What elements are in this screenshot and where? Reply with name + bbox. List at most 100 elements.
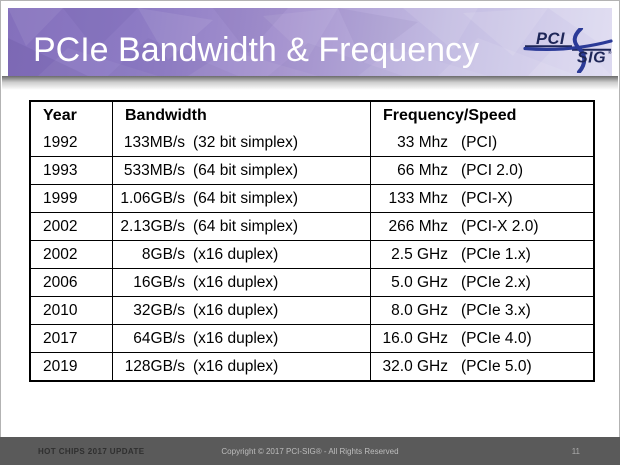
frequency-cell: 32.0 GHz (PCIe 5.0)	[371, 353, 593, 380]
table-row: 2006 16GB/s (x16 duplex) 5.0 GHz (PCIe 2…	[31, 268, 593, 296]
frequency-value: 133 Mhz	[388, 189, 448, 207]
pci-sig-swoosh-vertical-icon	[572, 28, 587, 73]
logo-pci-text: PCI	[536, 30, 565, 48]
bandwidth-value: 16GB/s	[133, 273, 185, 291]
year-value: 1993	[43, 161, 78, 179]
table-row: 1992 133MB/s (32 bit simplex) 33 Mhz (PC…	[31, 129, 593, 156]
column-header-year: Year	[31, 102, 113, 129]
header-banner: PCIe Bandwidth & Frequency PCI SIG ®	[8, 8, 613, 76]
year-value: 2017	[43, 329, 78, 347]
table-header-row: Year Bandwidth Frequency/Speed	[31, 102, 593, 129]
table-row: 2002 8GB/s (x16 duplex) 2.5 GHz (PCIe 1.…	[31, 240, 593, 268]
frequency-cell: 33 Mhz (PCI)	[371, 129, 593, 156]
year-cell: 1993	[31, 157, 113, 184]
header-polygon-texture	[8, 8, 612, 76]
page-number: 11	[571, 446, 580, 456]
bandwidth-note: (32 bit simplex)	[193, 133, 299, 151]
pci-sig-logo: PCI SIG ®	[523, 28, 613, 73]
year-cell: 2019	[31, 353, 113, 380]
year-value: 2010	[43, 301, 78, 319]
bandwidth-note: (64 bit simplex)	[193, 161, 299, 179]
bandwidth-cell: 64GB/s (x16 duplex)	[113, 325, 371, 352]
frequency-value: 5.0 GHz	[391, 273, 448, 291]
frequency-value: 33 Mhz	[397, 133, 448, 151]
page-title: PCIe Bandwidth & Frequency	[33, 31, 480, 69]
year-value: 1992	[43, 133, 78, 151]
frequency-value: 8.0 GHz	[391, 301, 448, 319]
year-value: 2002	[43, 245, 78, 263]
bandwidth-cell: 128GB/s (x16 duplex)	[113, 353, 371, 380]
bandwidth-cell: 8GB/s (x16 duplex)	[113, 241, 371, 268]
year-cell: 2017	[31, 325, 113, 352]
year-value: 2002	[43, 217, 78, 235]
bandwidth-note: (64 bit simplex)	[193, 217, 299, 235]
frequency-cell: 2.5 GHz (PCIe 1.x)	[371, 241, 593, 268]
year-value: 2006	[43, 273, 78, 291]
year-cell: 2002	[31, 241, 113, 268]
frequency-cell: 66 Mhz (PCI 2.0)	[371, 157, 593, 184]
bandwidth-value: 133MB/s	[123, 133, 185, 151]
frequency-cell: 266 Mhz (PCI-X 2.0)	[371, 213, 593, 240]
frequency-cell: 5.0 GHz (PCIe 2.x)	[371, 269, 593, 296]
bandwidth-cell: 133MB/s (32 bit simplex)	[113, 129, 371, 156]
frequency-note: (PCI 2.0)	[461, 161, 524, 179]
year-cell: 2006	[31, 269, 113, 296]
bandwidth-value: 64GB/s	[133, 329, 185, 347]
year-value: 2019	[43, 357, 78, 375]
frequency-cell: 8.0 GHz (PCIe 3.x)	[371, 297, 593, 324]
logo-sig-text: SIG	[577, 50, 606, 67]
bandwidth-table: Year Bandwidth Frequency/Speed 1992 133M…	[29, 100, 595, 382]
bandwidth-value: 32GB/s	[133, 301, 185, 319]
table-row: 1999 1.06GB/s (64 bit simplex) 133 Mhz (…	[31, 184, 593, 212]
column-header-bandwidth: Bandwidth	[113, 102, 371, 129]
frequency-value: 16.0 GHz	[382, 329, 448, 347]
frequency-value: 32.0 GHz	[382, 357, 448, 375]
header-shadow	[2, 76, 618, 90]
frequency-note: (PCIe 2.x)	[461, 273, 531, 291]
year-cell: 1992	[31, 129, 113, 156]
bandwidth-cell: 32GB/s (x16 duplex)	[113, 297, 371, 324]
table-row: 2019 128GB/s (x16 duplex) 32.0 GHz (PCIe…	[31, 352, 593, 380]
year-cell: 2010	[31, 297, 113, 324]
table-row: 2010 32GB/s (x16 duplex) 8.0 GHz (PCIe 3…	[31, 296, 593, 324]
bandwidth-value: 1.06GB/s	[120, 189, 185, 207]
frequency-note: (PCIe 1.x)	[461, 245, 531, 263]
frequency-cell: 16.0 GHz (PCIe 4.0)	[371, 325, 593, 352]
bandwidth-note: (64 bit simplex)	[193, 189, 299, 207]
year-value: 1999	[43, 189, 78, 207]
bandwidth-cell: 16GB/s (x16 duplex)	[113, 269, 371, 296]
table-row: 2002 2.13GB/s (64 bit simplex) 266 Mhz (…	[31, 212, 593, 240]
column-header-frequency-speed: Frequency/Speed	[383, 106, 517, 124]
frequency-value: 266 Mhz	[388, 217, 448, 235]
year-cell: 1999	[31, 185, 113, 212]
table-row: 2017 64GB/s (x16 duplex) 16.0 GHz (PCIe …	[31, 324, 593, 352]
frequency-value: 2.5 GHz	[391, 245, 448, 263]
footer-bar: HOT CHIPS 2017 UPDATE Copyright © 2017 P…	[0, 437, 620, 465]
bandwidth-note: (x16 duplex)	[193, 245, 279, 263]
bandwidth-note: (x16 duplex)	[193, 273, 279, 291]
table-body: 1992 133MB/s (32 bit simplex) 33 Mhz (PC…	[31, 129, 593, 380]
bandwidth-cell: 1.06GB/s (64 bit simplex)	[113, 185, 371, 212]
logo-registered-mark: ®	[608, 49, 612, 55]
bandwidth-value: 533MB/s	[123, 161, 185, 179]
bandwidth-note: (x16 duplex)	[193, 357, 279, 375]
footer-copyright: Copyright © 2017 PCI-SIG® - All Rights R…	[221, 446, 399, 456]
frequency-note: (PCI-X 2.0)	[461, 217, 539, 235]
footer-event-text: HOT CHIPS 2017 UPDATE	[38, 446, 145, 456]
frequency-note: (PCIe 3.x)	[461, 301, 531, 319]
frequency-value: 66 Mhz	[397, 161, 448, 179]
bandwidth-value: 2.13GB/s	[120, 217, 185, 235]
frequency-note: (PCI-X)	[461, 189, 513, 207]
bandwidth-value: 8GB/s	[141, 245, 185, 263]
bandwidth-cell: 533MB/s (64 bit simplex)	[113, 157, 371, 184]
bandwidth-value: 128GB/s	[124, 357, 185, 375]
frequency-note: (PCIe 4.0)	[461, 329, 532, 347]
year-cell: 2002	[31, 213, 113, 240]
table-row: 1993 533MB/s (64 bit simplex) 66 Mhz (PC…	[31, 156, 593, 184]
bandwidth-note: (x16 duplex)	[193, 301, 279, 319]
frequency-note: (PCI)	[461, 133, 498, 151]
pci-sig-swoosh-horizontal-icon	[523, 39, 613, 51]
frequency-cell: 133 Mhz (PCI-X)	[371, 185, 593, 212]
frequency-note: (PCIe 5.0)	[461, 357, 532, 375]
